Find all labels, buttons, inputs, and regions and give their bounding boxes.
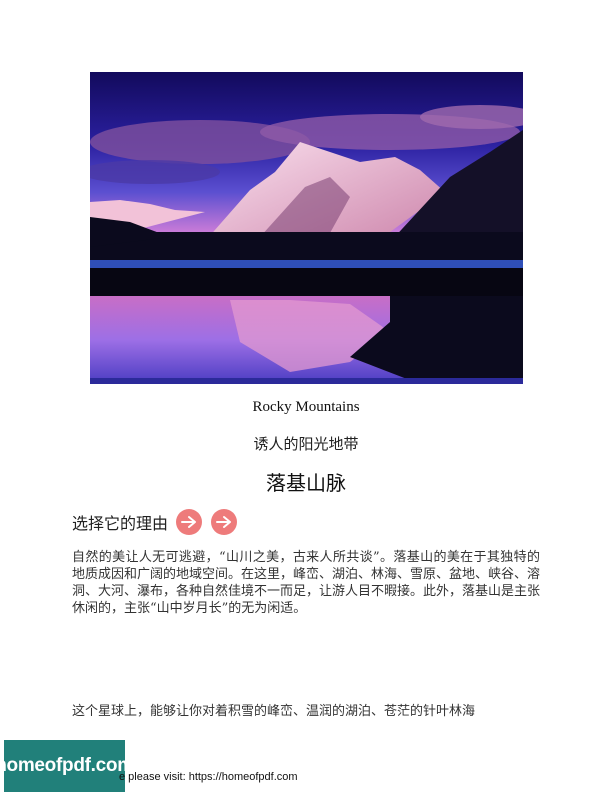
arrow-right-icon <box>211 509 238 535</box>
caption-chinese: 诱人的阳光地带 <box>253 435 359 453</box>
homeofpdf-logo[interactable]: homeofpdf.com <box>0 740 134 792</box>
caption-english: Rocky Mountains <box>252 399 360 415</box>
reasons-heading: 选择它的理由 <box>72 509 246 535</box>
body-paragraph: 自然的美让人无可逃避，“山川之美，古来人所共谈”。落基山的美在于其独特的地质成因… <box>72 550 541 616</box>
reasons-label: 选择它的理由 <box>72 514 169 533</box>
section-title: 落基山脉 <box>266 471 346 495</box>
arrow-right-icon <box>176 509 203 535</box>
mountain-lake-image <box>90 72 523 384</box>
footer-link[interactable]: e please visit: https://homeofpdf.com <box>119 771 298 783</box>
hero-photo <box>90 72 523 384</box>
body-paragraph: 这个星球上，能够让你对着积雪的峰峦、温润的湖泊、苍茫的针叶林海 <box>72 704 476 719</box>
